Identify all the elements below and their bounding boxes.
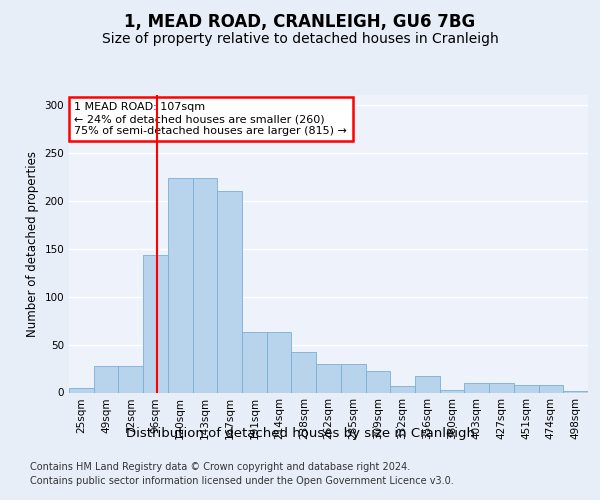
Bar: [341, 364, 365, 392]
Text: Distribution of detached houses by size in Cranleigh: Distribution of detached houses by size …: [125, 428, 475, 440]
Bar: [292, 352, 316, 393]
Bar: [514, 385, 539, 392]
Bar: [390, 386, 415, 392]
Bar: [118, 366, 143, 392]
Bar: [365, 372, 390, 392]
Bar: [217, 191, 242, 392]
Bar: [563, 390, 588, 392]
Bar: [415, 376, 440, 392]
Bar: [193, 178, 217, 392]
Text: Contains HM Land Registry data © Crown copyright and database right 2024.: Contains HM Land Registry data © Crown c…: [30, 462, 410, 472]
Bar: [242, 332, 267, 392]
Bar: [267, 332, 292, 392]
Text: Contains public sector information licensed under the Open Government Licence v3: Contains public sector information licen…: [30, 476, 454, 486]
Bar: [464, 383, 489, 392]
Bar: [539, 385, 563, 392]
Bar: [440, 390, 464, 392]
Y-axis label: Number of detached properties: Number of detached properties: [26, 151, 39, 337]
Text: Size of property relative to detached houses in Cranleigh: Size of property relative to detached ho…: [101, 32, 499, 46]
Text: 1, MEAD ROAD, CRANLEIGH, GU6 7BG: 1, MEAD ROAD, CRANLEIGH, GU6 7BG: [124, 12, 476, 30]
Bar: [316, 364, 341, 392]
Bar: [94, 366, 118, 392]
Bar: [69, 388, 94, 392]
Bar: [168, 178, 193, 392]
Text: 1 MEAD ROAD: 107sqm
← 24% of detached houses are smaller (260)
75% of semi-detac: 1 MEAD ROAD: 107sqm ← 24% of detached ho…: [74, 102, 347, 136]
Bar: [489, 383, 514, 392]
Bar: [143, 256, 168, 392]
